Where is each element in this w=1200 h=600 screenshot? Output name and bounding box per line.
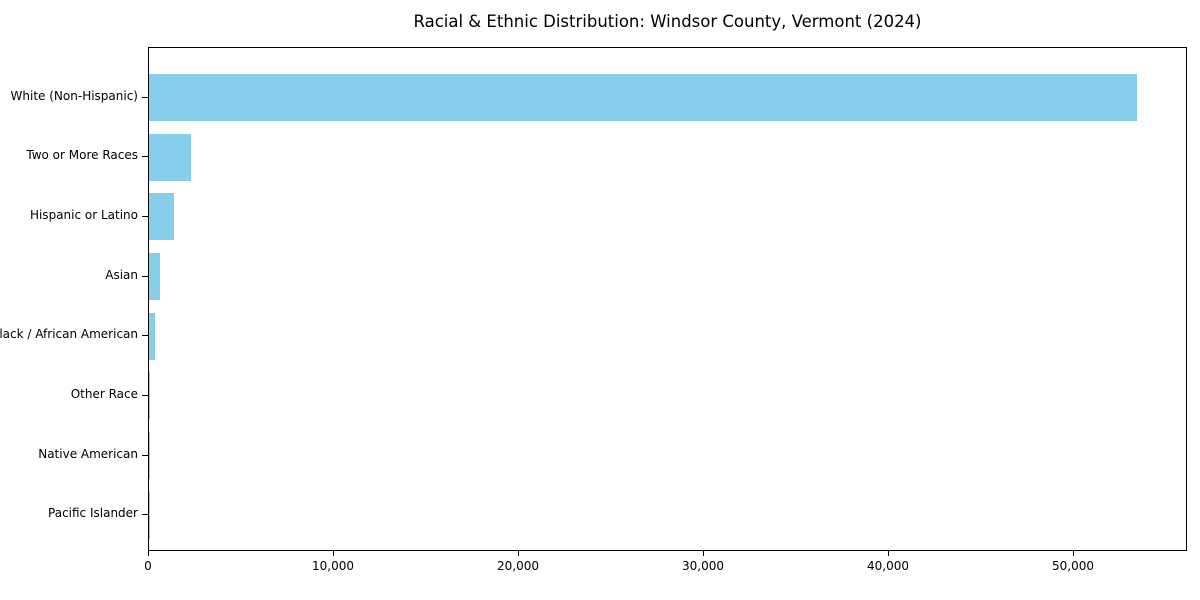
bar-native-american	[149, 432, 150, 480]
chart-title: Racial & Ethnic Distribution: Windsor Co…	[413, 12, 922, 31]
x-tick-label: 50,000	[1052, 559, 1095, 573]
bar-hispanic-or-latino	[149, 193, 174, 241]
plot-area	[148, 47, 1187, 551]
y-tick-label: Hispanic or Latino	[29, 207, 138, 222]
y-tick-mark	[142, 394, 148, 396]
y-tick-mark	[142, 156, 148, 158]
y-tick-mark	[142, 96, 148, 98]
x-tick-label: 0	[144, 559, 152, 573]
x-tick-label: 30,000	[682, 559, 725, 573]
x-tick-mark	[518, 551, 519, 556]
y-tick-mark	[142, 335, 148, 337]
x-tick-label: 40,000	[867, 559, 910, 573]
y-tick-mark	[142, 275, 148, 277]
bar-two-or-more-races	[149, 133, 191, 181]
y-tick-label: Other Race	[70, 386, 138, 401]
x-tick-label: 10,000	[312, 559, 354, 573]
y-tick-label: Pacific Islander	[48, 506, 138, 521]
y-tick-label: Native American	[38, 446, 138, 461]
bar-asian	[149, 253, 161, 301]
y-tick-mark	[142, 454, 148, 456]
x-tick-mark	[148, 551, 149, 556]
y-tick-label: Asian	[105, 267, 138, 282]
bar-other-race	[149, 372, 151, 420]
bar-white-non-hispanic	[149, 74, 1137, 121]
x-tick-label: 20,000	[497, 559, 539, 573]
bar-black-african-american	[149, 312, 156, 360]
x-tick-mark	[703, 551, 705, 556]
y-tick-mark	[142, 215, 148, 217]
y-tick-label: Two or More Races	[26, 148, 138, 163]
x-tick-mark	[1073, 551, 1075, 556]
y-tick-label: White (Non-Hispanic)	[10, 88, 138, 103]
x-tick-mark	[333, 551, 334, 556]
x-tick-mark	[888, 551, 890, 556]
y-tick-mark	[142, 514, 148, 516]
y-tick-label: Black / African American	[0, 327, 138, 342]
